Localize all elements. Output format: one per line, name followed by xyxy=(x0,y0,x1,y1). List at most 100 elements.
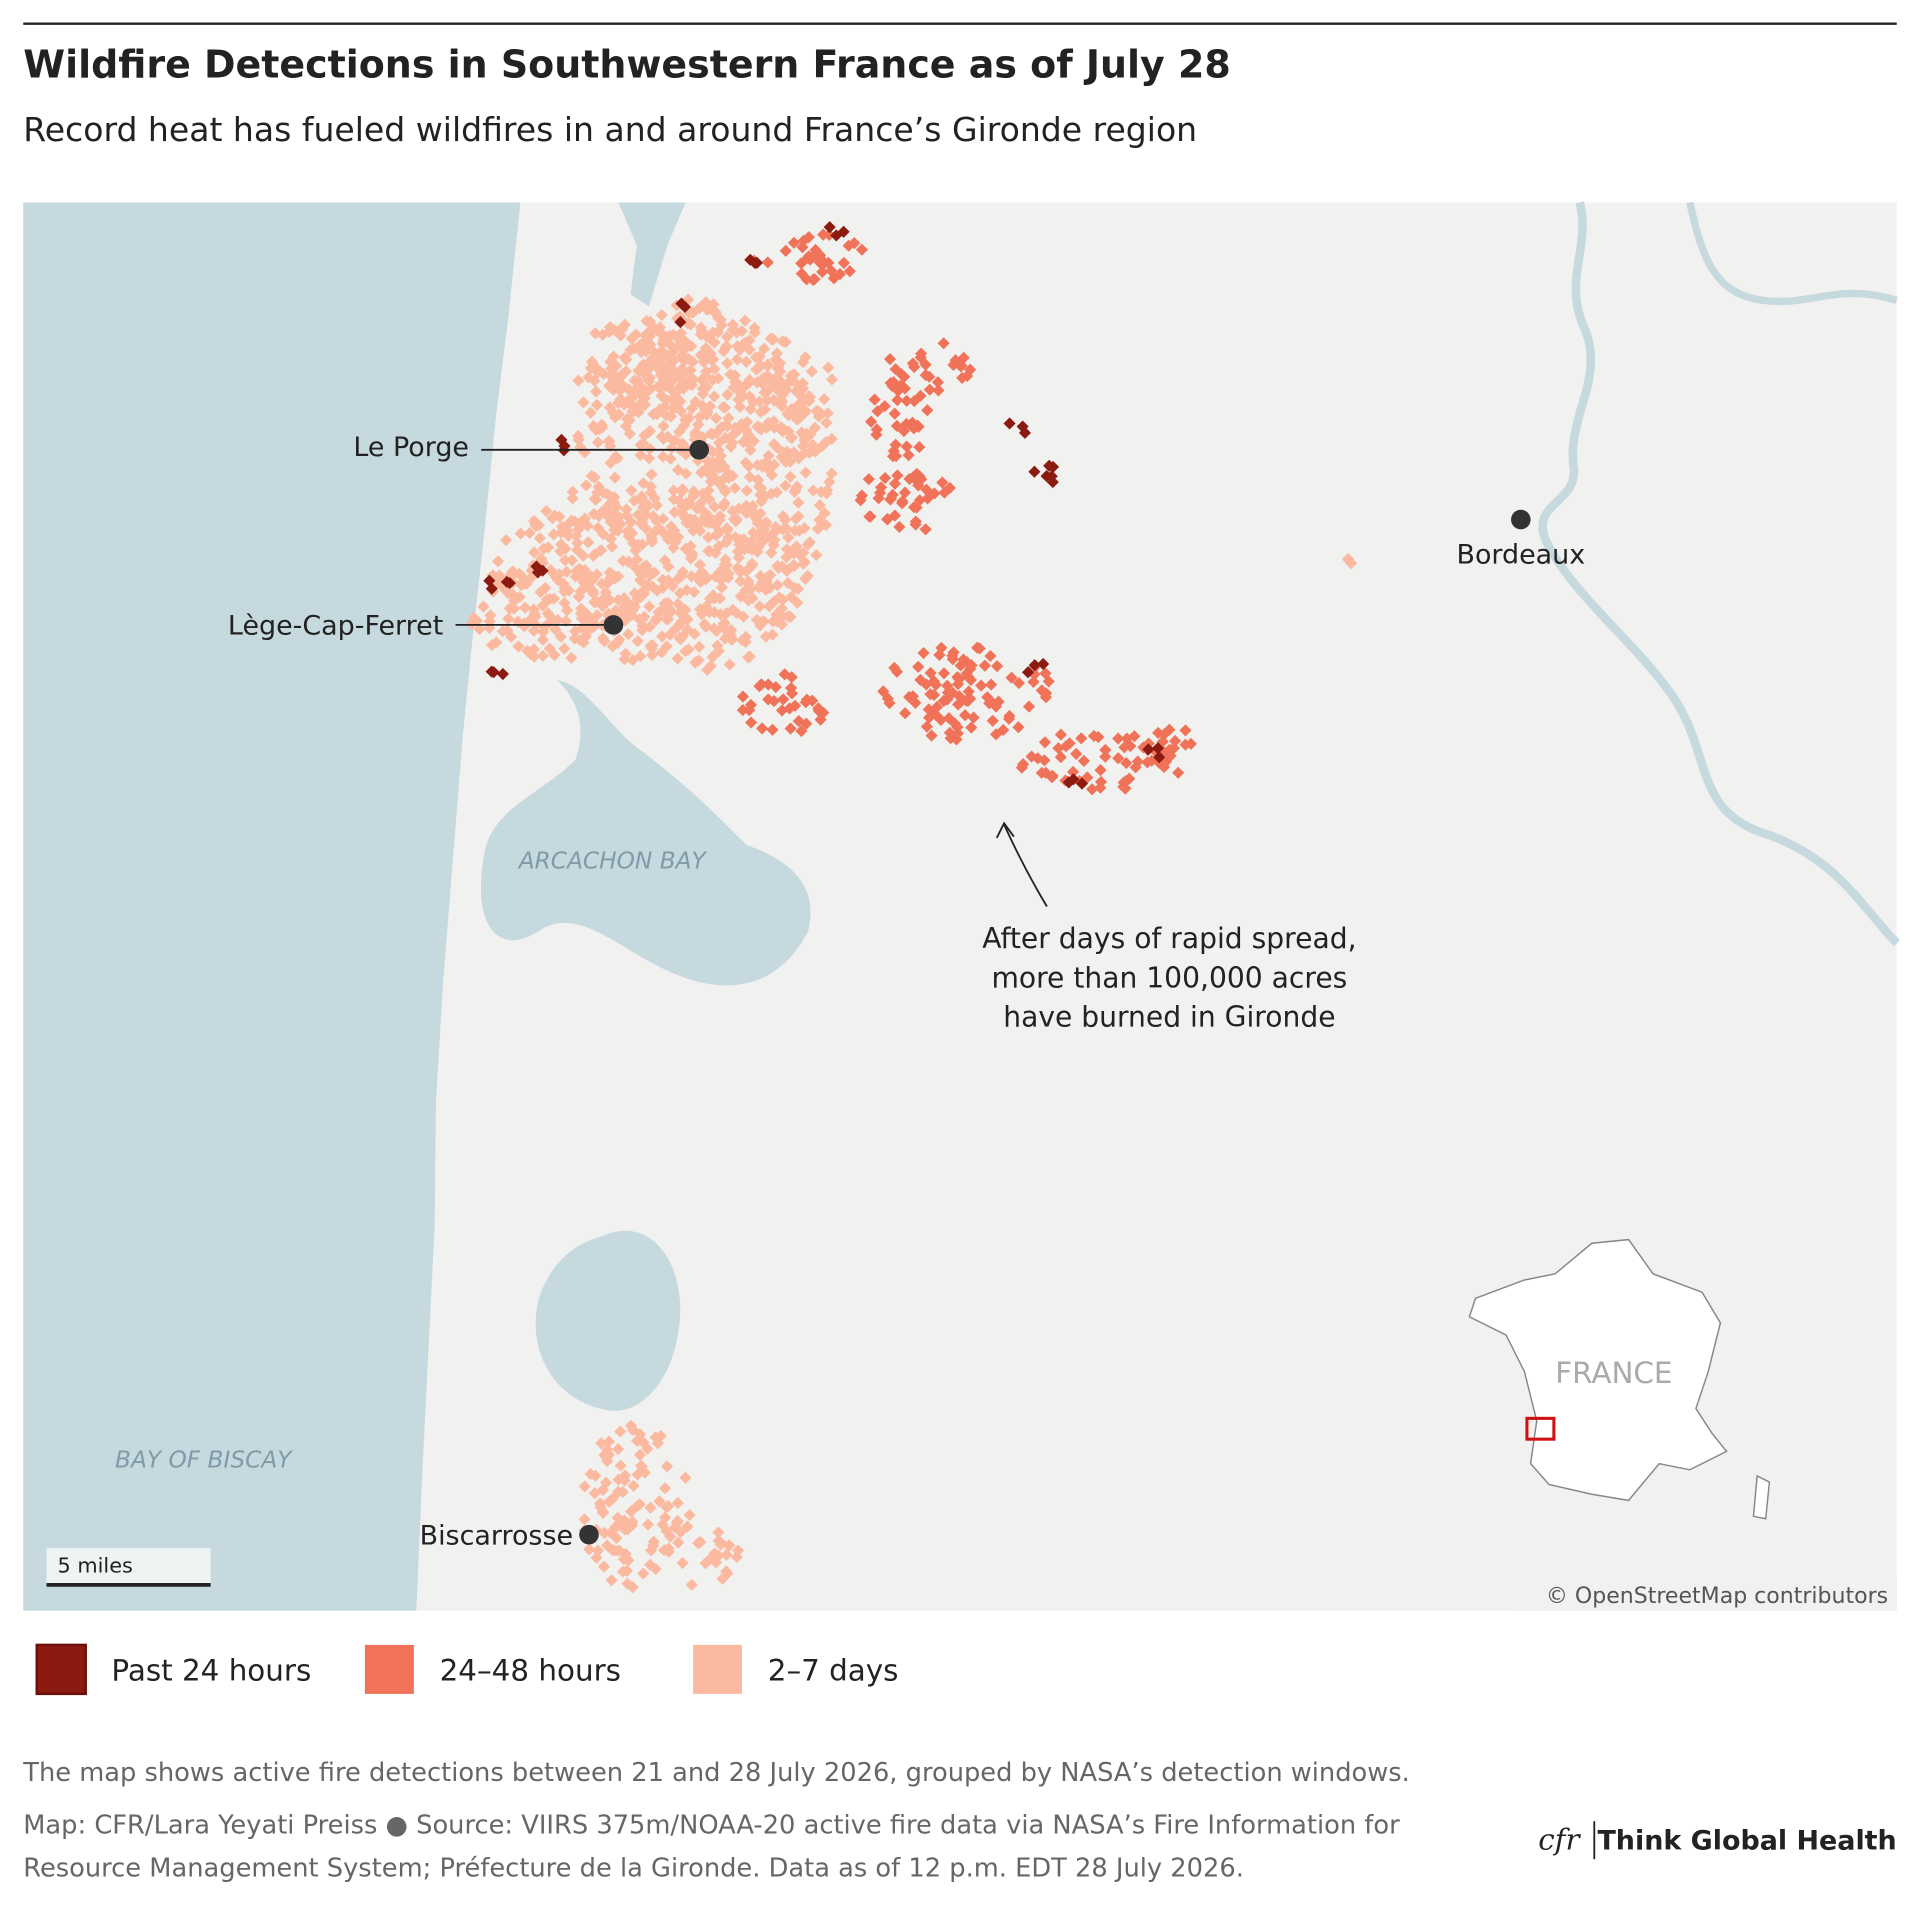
fire-detection xyxy=(640,497,653,510)
fire-detection xyxy=(535,552,548,565)
fire-detection xyxy=(676,1556,689,1570)
lake xyxy=(535,1230,681,1411)
attribution: © OpenStreetMap contributors xyxy=(1546,1584,1888,1609)
fire-detection xyxy=(798,522,811,535)
fire-detection xyxy=(769,520,782,534)
fire-detection xyxy=(705,464,718,477)
fire-detection xyxy=(634,439,647,452)
fire-detection xyxy=(743,343,756,356)
fire-detection xyxy=(630,1500,644,1513)
fire-detection xyxy=(612,1485,625,1498)
fire-detection xyxy=(622,530,635,543)
fire-detection xyxy=(592,480,605,493)
title: Wildfire Detections in Southwestern Fran… xyxy=(23,43,1231,87)
fire-detection xyxy=(565,651,578,664)
fire-detection xyxy=(862,473,875,486)
annotation: have burned in Gironde xyxy=(1003,1001,1335,1034)
legend-label: 24–48 hours xyxy=(440,1653,621,1687)
fire-detection xyxy=(742,594,755,607)
water-label: ARCACHON BAY xyxy=(517,848,708,875)
fire-detection xyxy=(616,378,629,391)
water-label: BAY OF BISCAY xyxy=(115,1446,293,1473)
brand: Think Global Health xyxy=(1597,1825,1896,1856)
fire-detection xyxy=(608,471,622,484)
fire-detection xyxy=(602,1435,616,1448)
fire-detection xyxy=(786,687,799,700)
fire-detection xyxy=(573,562,586,576)
fire-detection xyxy=(1012,676,1025,690)
fire-detection xyxy=(1005,671,1018,684)
fire-detection xyxy=(604,532,618,545)
fire-detection xyxy=(579,607,593,620)
fire-detection xyxy=(952,678,965,691)
fire-detection xyxy=(679,1471,692,1484)
fire-detection xyxy=(598,1526,611,1540)
fire-detection xyxy=(643,600,656,613)
place-label: Bordeaux xyxy=(1456,540,1585,571)
fire-detection xyxy=(631,634,644,648)
fire-detection xyxy=(765,546,778,559)
fire-detection xyxy=(520,577,533,590)
scale-label: 5 miles xyxy=(58,1554,133,1578)
fire-detection xyxy=(547,592,561,605)
legend-swatch xyxy=(364,1644,414,1694)
fire-detection xyxy=(868,393,881,406)
fire-detection xyxy=(770,608,783,621)
fire-detection xyxy=(957,653,970,666)
fire-detection xyxy=(888,407,901,420)
fire-detection xyxy=(685,1578,698,1591)
fire-detection xyxy=(585,570,598,583)
fire-detection xyxy=(903,690,916,704)
fire-detection xyxy=(1099,750,1112,763)
fire-detection xyxy=(754,422,767,435)
fire-detection xyxy=(612,1442,625,1456)
fire-detection xyxy=(1067,773,1080,786)
fire-detection xyxy=(798,404,812,417)
fire-detection xyxy=(1131,755,1144,768)
fire-detection xyxy=(720,536,733,549)
fire-detection xyxy=(523,526,536,539)
fire-detection xyxy=(683,1508,696,1522)
fire-detection xyxy=(660,394,673,407)
fire-detection xyxy=(506,565,519,578)
fire-detection xyxy=(712,1526,725,1539)
fire-detection xyxy=(1067,765,1080,778)
fire-detection xyxy=(654,1429,667,1443)
fire-detection xyxy=(553,510,566,523)
fire-detection xyxy=(636,538,649,551)
fire-detection xyxy=(631,508,645,521)
fire-detection xyxy=(962,685,975,698)
fire-detection xyxy=(540,505,553,518)
fire-detection xyxy=(913,441,926,454)
fire-detection xyxy=(626,1423,639,1436)
fire-detection xyxy=(589,1469,602,1482)
fire-detection xyxy=(529,518,542,531)
fire-detection xyxy=(467,611,480,624)
fire-detection xyxy=(807,484,820,497)
fire-detection xyxy=(644,1558,657,1571)
fire-detection xyxy=(572,433,585,446)
fire-detection xyxy=(492,555,505,568)
legend-swatch xyxy=(693,1644,743,1694)
fire-detection xyxy=(989,728,1003,741)
fire-detection xyxy=(603,572,616,585)
fire-detection xyxy=(768,458,781,471)
fire-detection xyxy=(656,630,669,643)
fire-detection xyxy=(902,449,915,462)
fire-detection xyxy=(493,569,506,582)
fire-detection xyxy=(584,406,597,419)
fire-detection xyxy=(507,594,520,607)
fire-detection xyxy=(529,610,542,623)
fire-detection xyxy=(964,673,977,686)
fire-detection xyxy=(1022,700,1036,713)
fire-detection xyxy=(865,415,878,428)
fire-detection xyxy=(715,581,728,594)
scale-box xyxy=(46,1548,211,1585)
fire-detection xyxy=(810,548,823,562)
fire-detection xyxy=(661,330,674,344)
fire-detection xyxy=(594,1501,607,1514)
fire-detection xyxy=(961,694,975,707)
fire-detection xyxy=(949,354,962,367)
fire-detection xyxy=(759,630,772,643)
fire-detection xyxy=(675,373,688,386)
